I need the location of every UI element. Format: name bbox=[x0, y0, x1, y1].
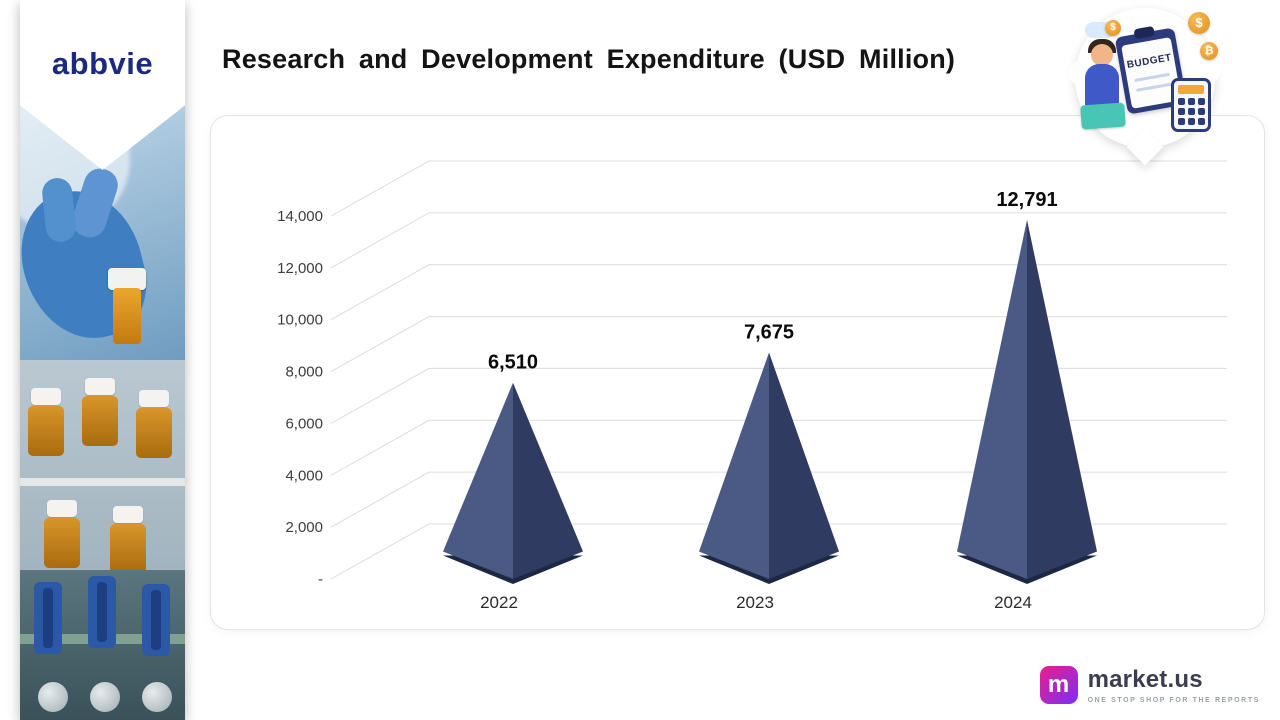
coin-icon: $ bbox=[1188, 12, 1210, 34]
svg-text:2024: 2024 bbox=[994, 593, 1032, 612]
svg-text:12,791: 12,791 bbox=[996, 189, 1057, 211]
budget-illustration: BUDGET $ $ ₿ bbox=[1069, 8, 1221, 180]
clamp-illustration bbox=[88, 576, 116, 648]
bottle-illustration bbox=[28, 388, 64, 456]
bottle-illustration bbox=[110, 506, 146, 574]
calculator-icon bbox=[1171, 78, 1211, 132]
abbvie-logo: abbvie bbox=[51, 46, 154, 81]
page-title: Research and Development Expenditure (US… bbox=[222, 44, 956, 74]
svg-text:10,000: 10,000 bbox=[277, 312, 323, 329]
svg-text:2,000: 2,000 bbox=[285, 519, 323, 536]
svg-text:4,000: 4,000 bbox=[285, 467, 323, 484]
svg-text:6,510: 6,510 bbox=[488, 352, 538, 374]
clamp-illustration bbox=[142, 584, 170, 656]
svg-text:2022: 2022 bbox=[480, 593, 518, 612]
coin-icon: $ bbox=[1105, 20, 1121, 36]
market-us-logo-text: market.us bbox=[1087, 666, 1203, 693]
laptop-icon bbox=[1080, 102, 1126, 130]
brand-banner: abbvie bbox=[20, 0, 185, 720]
clamp-illustration bbox=[34, 582, 62, 654]
market-us-tagline: ONE STOP SHOP FOR THE REPORTS bbox=[1087, 697, 1260, 704]
bottle-illustration bbox=[82, 378, 118, 446]
svg-text:6,000: 6,000 bbox=[285, 415, 323, 432]
lab-photo-bottles bbox=[20, 360, 185, 574]
vial-illustration bbox=[108, 268, 146, 290]
chart-svg: - 2,000 4,000 6,000 8,000 10,000 12,000 14,000 6… bbox=[277, 160, 1227, 612]
svg-text:2023: 2023 bbox=[736, 593, 774, 612]
coin-icon: ₿ bbox=[1200, 42, 1218, 60]
chart-card: - 2,000 4,000 6,000 8,000 10,000 12,000 14,000 6… bbox=[210, 115, 1265, 630]
lab-photo-machinery bbox=[20, 570, 185, 720]
svg-text:-: - bbox=[318, 571, 323, 588]
illustration-cloud: BUDGET $ bbox=[1069, 8, 1221, 148]
svg-text:12,000: 12,000 bbox=[277, 260, 323, 277]
svg-text:7,675: 7,675 bbox=[744, 321, 794, 343]
bottle-illustration bbox=[44, 500, 80, 568]
market-us-logo-mark: m bbox=[1039, 666, 1078, 704]
bottle-illustration bbox=[136, 390, 172, 458]
market-us-logo: m market.us ONE STOP SHOP FOR THE REPORT… bbox=[1039, 666, 1260, 704]
svg-text:8,000: 8,000 bbox=[285, 364, 323, 381]
svg-text:14,000: 14,000 bbox=[277, 208, 323, 225]
